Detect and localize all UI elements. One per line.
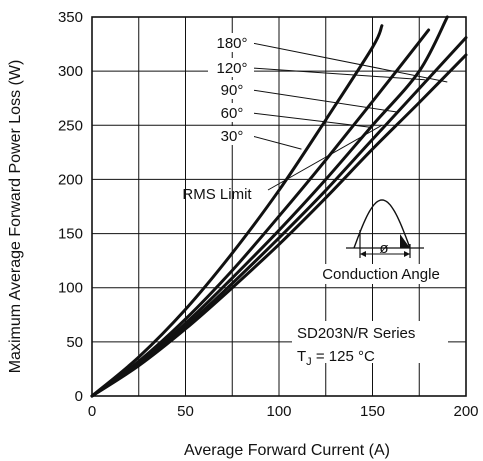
conduction-angle-label: Conduction Angle [322, 266, 440, 283]
y-tick-label: 300 [58, 63, 83, 80]
x-tick-label: 150 [360, 403, 385, 420]
series-label: 180° [216, 35, 247, 52]
y-tick-label: 100 [58, 280, 83, 297]
tj-value: = 125 °C [312, 348, 375, 365]
angle-arrowhead-right [404, 251, 410, 257]
rms-limit-label: RMS Limit [182, 186, 252, 203]
x-tick-label: 50 [177, 403, 194, 420]
series-labels: 180° 120° 90° 60° 30° [208, 33, 254, 145]
y-tick-labels: 0 50 100 150 200 250 300 350 [58, 9, 83, 405]
y-axis-title: Maximum Average Forward Power Loss (W) [7, 60, 24, 374]
y-tick-label: 150 [58, 226, 83, 243]
y-tick-label: 0 [75, 388, 83, 405]
series-label-leader [252, 43, 447, 82]
angle-arrowhead-left [360, 251, 366, 257]
series-label: 90° [221, 82, 244, 99]
x-axis-title: Average Forward Current (A) [184, 442, 390, 459]
series-label: 60° [221, 105, 244, 122]
y-tick-label: 200 [58, 171, 83, 188]
series-label: 30° [221, 128, 244, 145]
phi-symbol: ø [379, 240, 388, 257]
series-note: SD203N/R Series [297, 325, 415, 342]
series-label: 120° [216, 60, 247, 77]
x-tick-label: 200 [453, 403, 478, 420]
x-tick-label: 0 [88, 403, 96, 420]
x-tick-labels: 0 50 100 150 200 [88, 403, 479, 420]
label-leaders [252, 43, 447, 149]
series-label-leader [252, 136, 301, 149]
x-tick-label: 100 [266, 403, 291, 420]
y-tick-label: 50 [66, 334, 83, 351]
y-tick-label: 350 [58, 9, 83, 26]
conduction-angle-inset: ø [346, 200, 424, 258]
y-tick-label: 250 [58, 117, 83, 134]
tj-symbol: T [297, 348, 306, 365]
